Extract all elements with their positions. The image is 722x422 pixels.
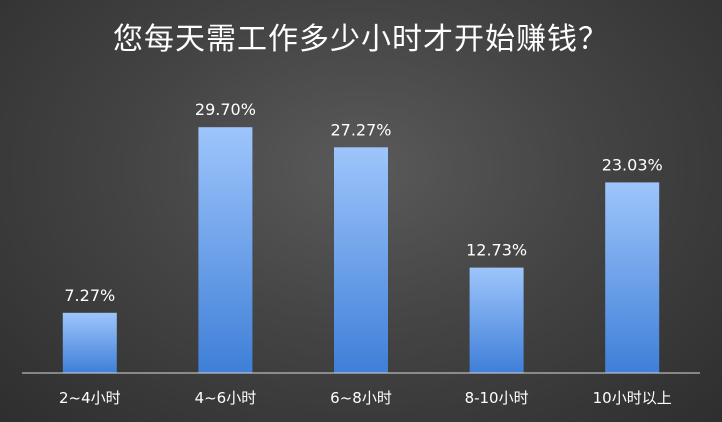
data-label-4: 12.73% [466, 241, 527, 260]
tick-labels-group: 2~4小时 4~6小时 6~8小时 8-10小时 10小时以上 [59, 389, 672, 407]
data-label-3: 27.27% [330, 120, 391, 139]
x-tick-label-5: 10小时以上 [593, 389, 672, 407]
x-tick-label-1: 2~4小时 [59, 389, 121, 407]
bar-1 [62, 312, 117, 373]
chart-title: 您每天需工作多少小时才开始赚钱？ [113, 22, 609, 57]
bar-2 [198, 127, 253, 373]
bars-group: 7.27% 29.70% 27.27% 12.73% 23.03% [62, 100, 663, 373]
x-tick-label-3: 6~8小时 [330, 389, 392, 407]
bar-4 [469, 267, 524, 373]
x-tick-label-2: 4~6小时 [195, 389, 257, 407]
data-label-1: 7.27% [64, 286, 115, 305]
data-label-5: 23.03% [602, 155, 663, 174]
bar-3 [334, 147, 388, 373]
x-tick-label-4: 8-10小时 [465, 389, 529, 407]
bar-5 [605, 182, 660, 373]
data-label-2: 29.70% [195, 100, 256, 119]
